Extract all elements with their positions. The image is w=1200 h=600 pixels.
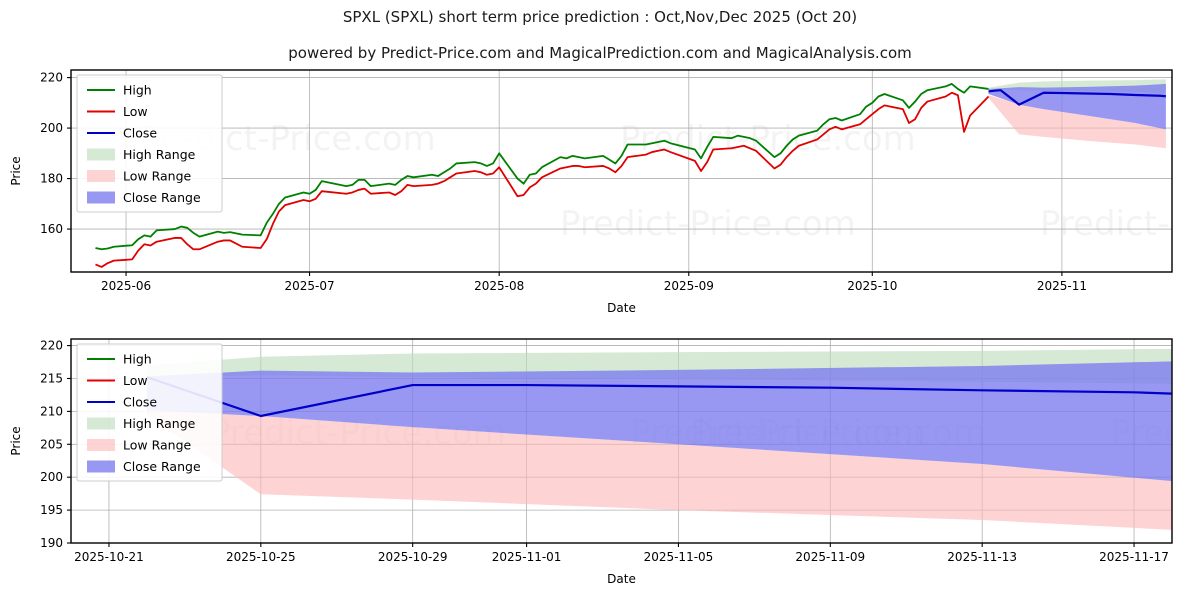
chart-title: SPXL (SPXL) short term price prediction …: [342, 8, 858, 26]
x-tick-label: 2025-11-05: [644, 550, 714, 564]
x-axis-label: Date: [607, 301, 636, 315]
band-low-range: [146, 410, 1172, 530]
y-tick-label: 210: [40, 404, 63, 418]
legend-label: Low: [123, 104, 148, 119]
band-low-range: [988, 95, 1166, 149]
band-close-range: [146, 361, 1172, 482]
x-tick-label: 2025-06: [101, 279, 151, 293]
legend-label: High: [123, 352, 152, 367]
x-tick-label: 2025-11-13: [947, 550, 1017, 564]
y-tick-label: 205: [40, 437, 63, 451]
x-tick-label: 2025-09: [664, 279, 714, 293]
legend-label: Close: [123, 126, 157, 141]
plot-background: [71, 70, 1172, 272]
y-tick-label: 200: [40, 121, 63, 135]
y-tick-label: 200: [40, 470, 63, 484]
x-tick-label: 2025-11-17: [1099, 550, 1169, 564]
series-group: [146, 376, 1172, 418]
legend-label: Low: [123, 373, 148, 388]
legend-label: High: [123, 83, 152, 98]
legend-label: High Range: [123, 416, 196, 431]
watermark-text: Predict-Price.com: [1040, 204, 1200, 244]
y-tick-label: 160: [40, 222, 63, 236]
y-tick-label: 190: [40, 536, 63, 550]
legend-label: Close Range: [123, 190, 201, 205]
legend-swatch-band: [87, 460, 115, 473]
legend-label: High Range: [123, 147, 196, 162]
legend-label: Close Range: [123, 459, 201, 474]
legend-swatch-band: [87, 439, 115, 451]
y-axis-label: Price: [9, 156, 23, 185]
legend-label: Low Range: [123, 169, 192, 184]
x-tick-label: 2025-10-29: [378, 550, 448, 564]
x-tick-label: 2025-10: [847, 279, 897, 293]
y-tick-label: 195: [40, 503, 63, 517]
plot-border: [70, 338, 1173, 544]
y-tick-label: 220: [40, 339, 63, 353]
legend-label: Close: [123, 395, 157, 410]
series-line-low: [95, 91, 990, 268]
x-tick-label: 2025-11-09: [795, 550, 865, 564]
series-group: [95, 82, 1166, 268]
series-line-close: [146, 376, 1172, 418]
series-line-close: [988, 89, 1166, 106]
legend-swatch-band: [87, 191, 115, 204]
legend-swatch-band: [87, 170, 115, 182]
bands-group: [146, 348, 1172, 530]
legend-swatch-band: [87, 148, 115, 161]
y-axis-label: Price: [9, 426, 23, 455]
y-tick-label: 215: [40, 371, 63, 385]
x-tick-label: 2025-07: [284, 279, 334, 293]
panel-detail: Predict-Price.comPredict-Price.comPredic…: [9, 338, 1173, 586]
x-tick-label: 2025-10-21: [74, 550, 144, 564]
x-tick-label: 2025-11-01: [492, 550, 562, 564]
x-tick-label: 2025-11: [1037, 279, 1087, 293]
watermark-text: Predict-Price.com: [560, 204, 856, 244]
legend: High Low Close High Range Low Range Close Ran…: [76, 343, 223, 482]
series-line-high: [95, 82, 989, 251]
legend-swatch-band: [87, 417, 115, 430]
plot-border: [70, 69, 1173, 273]
x-tick-label: 2025-08: [474, 279, 524, 293]
legend-label: Low Range: [123, 438, 192, 453]
x-axis-label: Date: [607, 572, 636, 586]
panel-overview: Predict-Price.com Predict-Price.com Predic…: [9, 69, 1200, 315]
x-tick-label: 2025-10-25: [226, 550, 296, 564]
watermark-text: Predict-Price.com: [620, 119, 916, 159]
y-tick-label: 180: [40, 172, 63, 186]
chart-subtitle: powered by Predict-Price.com and Magical…: [288, 44, 912, 62]
legend: High Low Close High Range Low Range Close Ran…: [76, 74, 223, 213]
y-tick-label: 220: [40, 71, 63, 85]
